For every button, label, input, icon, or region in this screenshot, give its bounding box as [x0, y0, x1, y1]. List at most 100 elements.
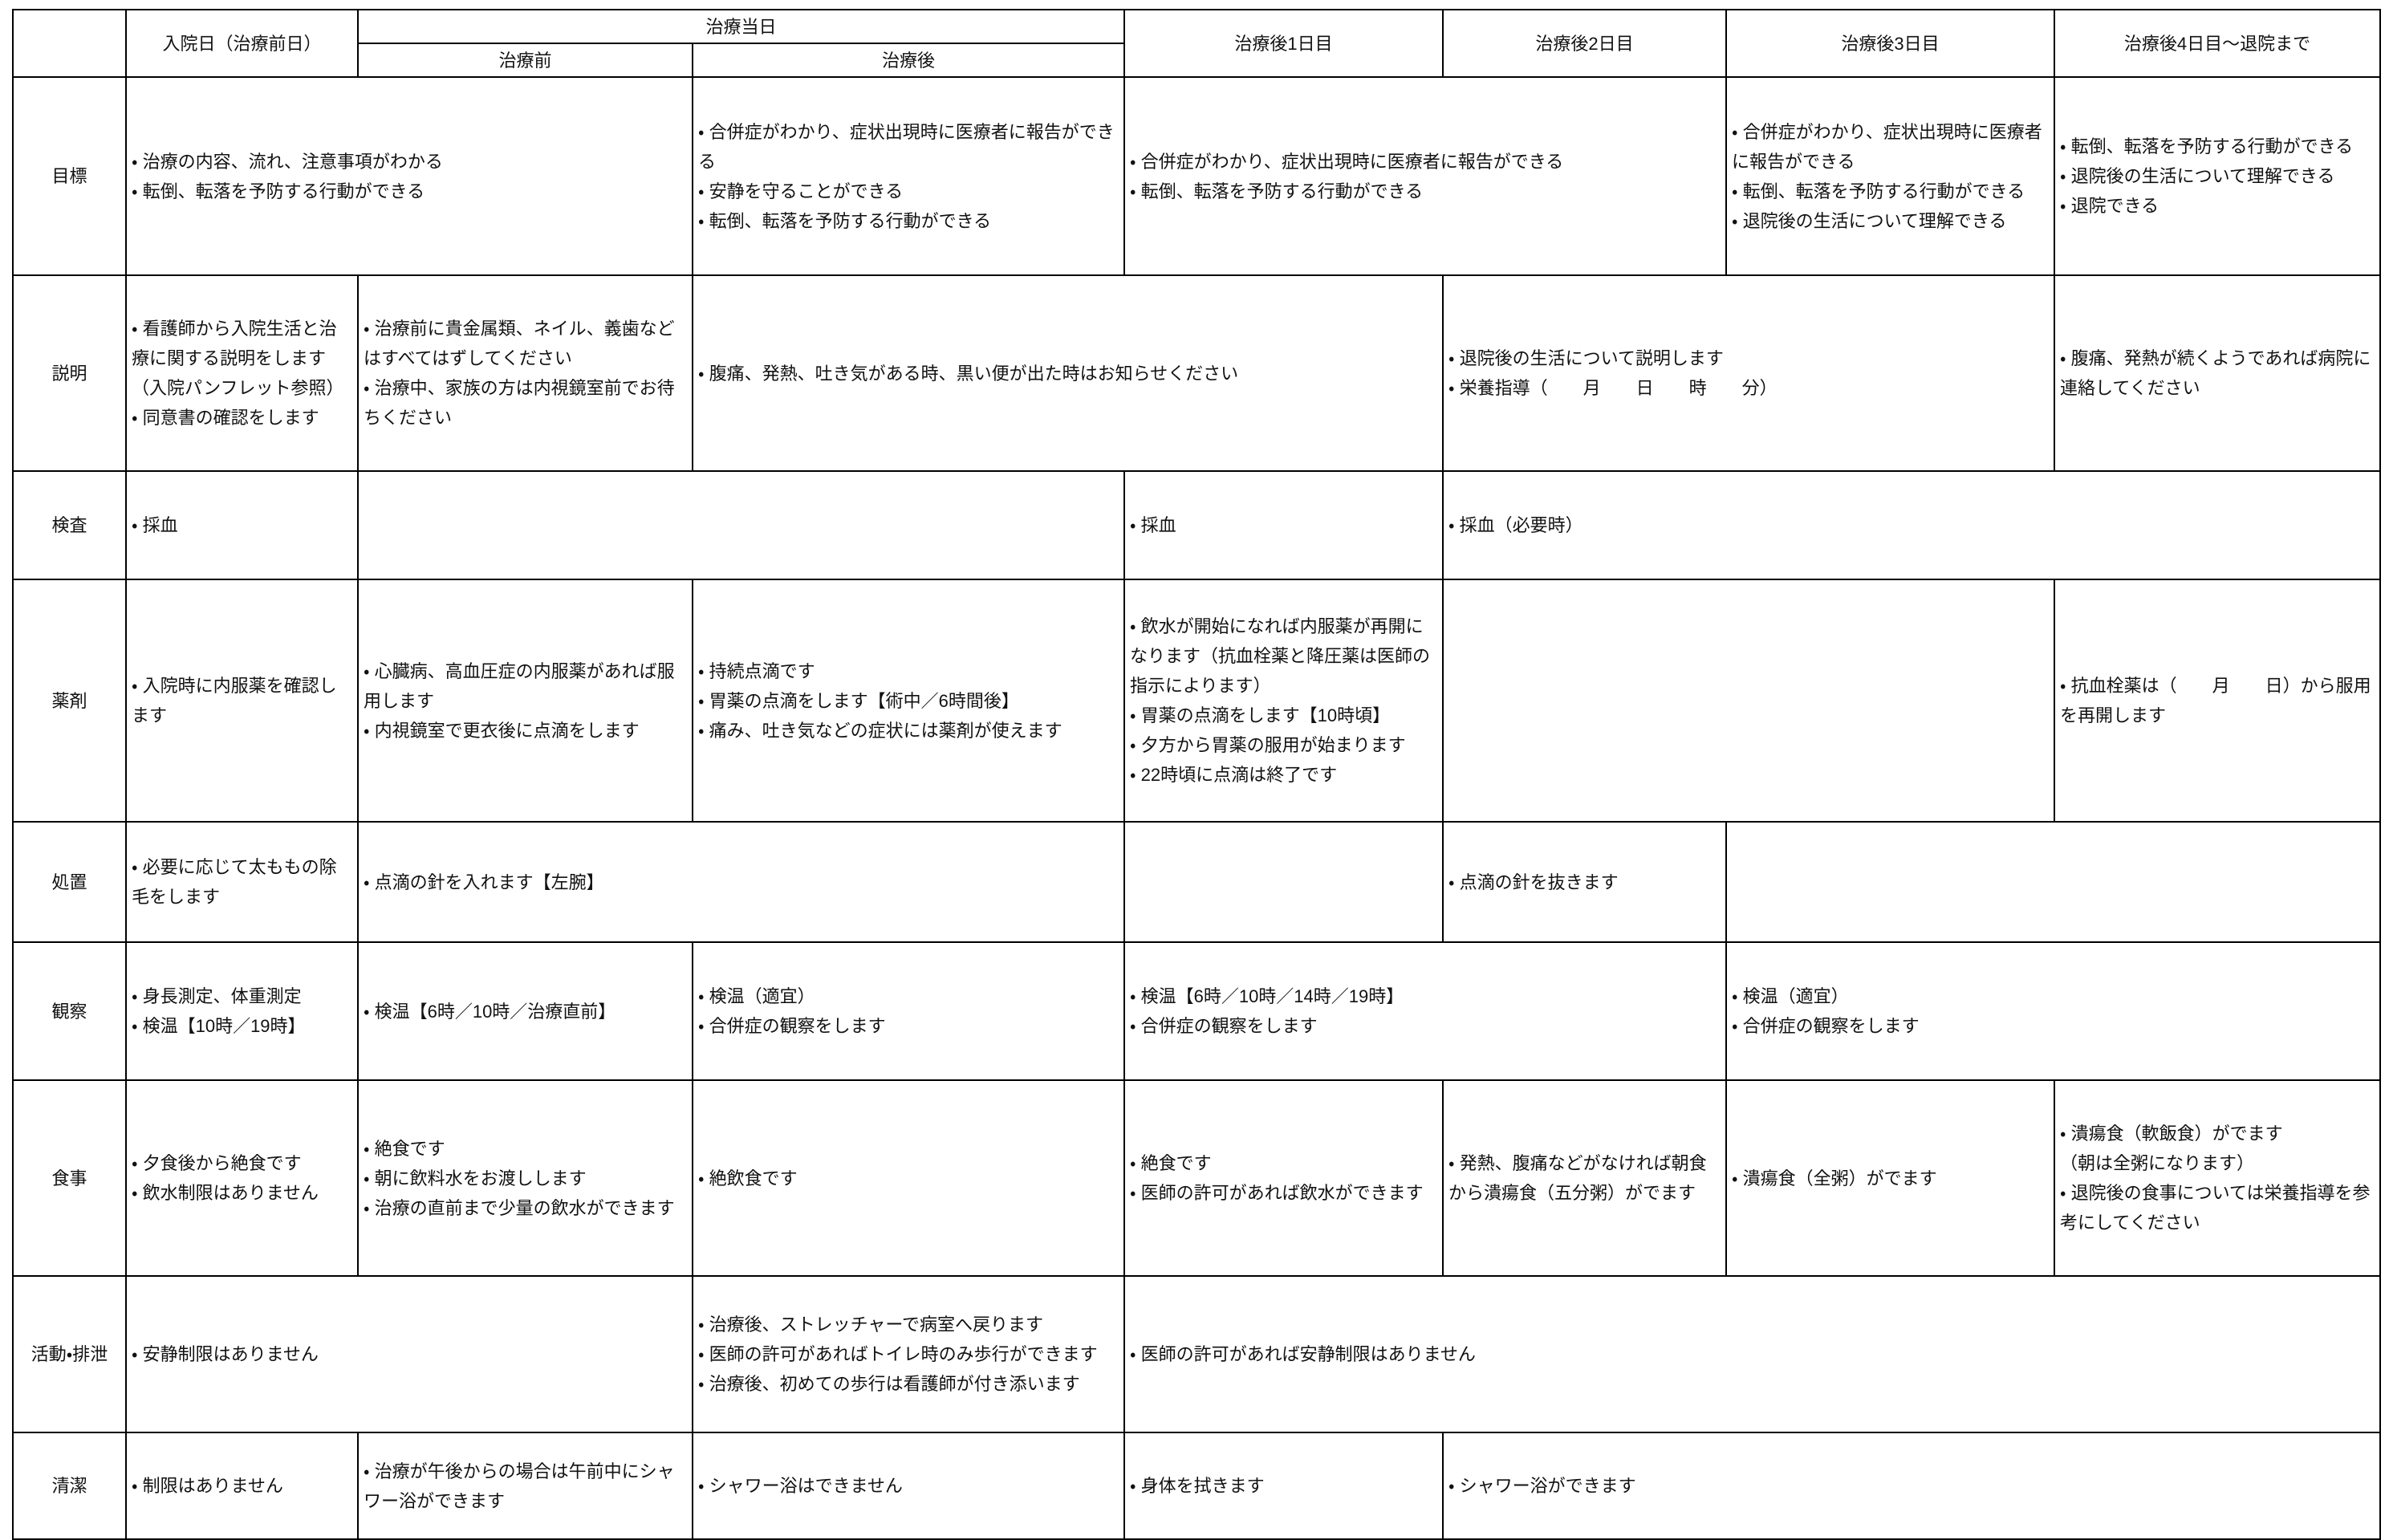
column-header: 入院日（治療前日）	[162, 33, 322, 54]
header-cell: 治療後1日目	[1125, 10, 1444, 78]
cell-item: ・ 飲水が開始になれば内服薬が再開になります（抗血栓薬と降圧薬は医師の指示により…	[1130, 616, 1431, 696]
content-cell: ・ 身長測定、体重測定・ 検温【10時／19時】	[127, 943, 359, 1081]
cell-item: ・ 合併症の観察をします	[698, 1016, 886, 1036]
cell-item: ・ 飲水制限はありません	[132, 1183, 319, 1203]
cell-item: ・ 栄養指導（ 月 日 時 分）	[1448, 378, 1778, 398]
content-cell: ・ 潰瘍食（軟飯食）がでます （朝は全粥になります） ・ 退院後の食事については栄養…	[2055, 1081, 2381, 1277]
cell-item: ・ 夕食後から絶食です	[132, 1153, 302, 1173]
cell-item: ・ 治療の内容、流れ、注意事項がわかる	[132, 151, 443, 172]
cell-item: ・ 内視鏡室で更衣後に点滴をします	[364, 720, 640, 741]
cell-item: （入院パンフレット参照）	[132, 378, 344, 398]
column-header: 治療当日	[705, 16, 777, 37]
cell-item: ・ 胃薬の点滴をします【10時頃】	[1130, 705, 1391, 725]
content-cell: ・ 医師の許可があれば安静制限はありません	[1125, 1277, 2381, 1433]
cell-item: ・ 絶食です	[364, 1138, 445, 1159]
corner-cell	[14, 10, 127, 78]
cell-item: ・ 胃薬の点滴をします【術中／6時間後】	[698, 690, 1019, 711]
cell-item: ・ 潰瘍食（全粥）がでます	[1732, 1168, 1937, 1189]
header-cell: 治療前	[359, 44, 693, 78]
content-cell: ・ シャワー浴はできません	[693, 1433, 1125, 1540]
column-header: 治療後4日目〜退院まで	[2123, 33, 2311, 54]
cell-item: ・ 点滴の針を入れます【左腕】	[364, 872, 604, 892]
cell-item: ・ 医師の許可があればトイレ時のみ歩行ができます	[698, 1344, 1098, 1364]
content-cell: ・ 検温（適宜） ・ 合併症の観察をします	[1727, 943, 2381, 1081]
row-label: 観察	[51, 1001, 87, 1022]
content-cell: ・ 治療が午後からの場合は午前中にシャワー浴ができます	[359, 1433, 693, 1540]
pathway-table: 入院日（治療前日） 治療当日 治療前 治療後 治療後1日目 治療後2日目 治療後3日目 治療後…	[12, 9, 2381, 1540]
content-cell: ・ 発熱、腹痛などがなければ朝食から潰瘍食（五分粥）がでます	[1444, 1081, 1727, 1277]
content-cell: ・ 必要に応じて太ももの除毛をします	[127, 823, 359, 943]
content-cell: ・ 退院後の生活について説明します・ 栄養指導（ 月 日 時 分）	[1444, 276, 2055, 472]
cell-item: ・ 転倒、転落を予防する行動ができる	[698, 210, 992, 231]
cell-item: ・ 心臓病、高血圧症の内服薬があれば服用します	[364, 660, 675, 711]
content-cell: ・ 身体を拭きます	[1125, 1433, 1444, 1540]
cell-item: ・ 夕方から胃薬の服用が始まります	[1130, 735, 1406, 755]
cell-item: ・ 医師の許可があれば安静制限はありません	[1130, 1344, 1476, 1364]
content-cell: ・ 検温【6時／10時／治療直前】	[359, 943, 693, 1081]
cell-item: ・ 合併症がわかり、症状出現時に医療者に報告ができる	[1732, 121, 2042, 172]
content-cell: ・ 潰瘍食（全粥）がでます	[1727, 1081, 2055, 1277]
content-cell: ・ 入院時に内服薬を確認します	[127, 580, 359, 823]
cell-item: ・ 合併症がわかり、症状出現時に医療者に報告ができる	[1130, 151, 1564, 172]
content-cell: ・ 絶飲食です	[693, 1081, 1125, 1277]
content-cell: ・ 治療後、ストレッチャーで病室へ戻ります・ 医師の許可があればトイレ時のみ歩行…	[693, 1277, 1125, 1433]
content-cell: ・ 点滴の針を入れます【左腕】	[359, 823, 1125, 943]
cell-item: ・ 転倒、転落を予防する行動ができる	[132, 181, 425, 201]
content-cell: ・ 抗血栓薬は（ 月 日）から服用を再開します	[2055, 580, 2381, 823]
content-cell: ・ 看護師から入院生活と治療に関する説明をします （入院パンフレット参照） ・ 同意…	[127, 276, 359, 472]
content-cell: ・ 夕食後から絶食です・ 飲水制限はありません	[127, 1081, 359, 1277]
cell-item: ・ 治療中、家族の方は内視鏡室前でお待ちください	[364, 378, 675, 428]
column-header: 治療後3日目	[1841, 33, 1940, 54]
row-label: 活動・排泄	[30, 1344, 108, 1364]
content-cell: ・ 心臓病、高血圧症の内服薬があれば服用します・ 内視鏡室で更衣後に点滴をします	[359, 580, 693, 823]
content-cell: ・ 腹痛、発熱が続くようであれば病院に連絡してください	[2055, 276, 2381, 472]
row-label-cell: 薬剤	[14, 580, 127, 823]
content-cell: ・ 検温（適宜） ・ 合併症の観察をします	[693, 943, 1125, 1081]
cell-item: ・ 検温（適宜）	[1732, 986, 1849, 1006]
cell-item: ・ 採血	[1130, 515, 1176, 535]
content-cell: ・ 合併症がわかり、症状出現時に医療者に報告ができる・ 転倒、転落を予防する行動…	[1727, 78, 2055, 276]
cell-item: ・ 退院後の生活について説明します	[1448, 348, 1724, 368]
cell-item: ・ 合併症の観察をします	[1732, 1016, 1920, 1036]
cell-item: ・ 治療が午後からの場合は午前中にシャワー浴ができます	[364, 1461, 675, 1511]
cell-item: ・ 採血	[132, 515, 178, 535]
cell-item: ・ 退院できる	[2060, 196, 2159, 216]
content-cell: ・ 合併症がわかり、症状出現時に医療者に報告ができる・ 安静を守ることができる・…	[693, 78, 1125, 276]
empty-cell	[359, 472, 1125, 580]
empty-cell	[1727, 823, 2381, 943]
cell-item: ・ 検温【6時／10時／14時／19時】	[1130, 986, 1404, 1006]
cell-item: ・ 身体を拭きます	[1130, 1476, 1265, 1496]
cell-item: ・ 検温【6時／10時／治療直前】	[364, 1001, 616, 1022]
content-cell: ・ 持続点滴です・ 胃薬の点滴をします【術中／6時間後】・ 痛み、吐き気などの症…	[693, 580, 1125, 823]
cell-item: ・ 採血（必要時）	[1448, 515, 1583, 535]
content-cell: ・ 点滴の針を抜きます	[1444, 823, 1727, 943]
row-label: 説明	[51, 363, 87, 384]
cell-item: ・ 腹痛、発熱が続くようであれば病院に連絡してください	[2060, 348, 2371, 398]
content-cell: ・ 転倒、転落を予防する行動ができる・ 退院後の生活について理解できる・ 退院で…	[2055, 78, 2381, 276]
row-label-cell: 清潔	[14, 1433, 127, 1540]
row-label: 検査	[51, 515, 87, 535]
cell-item: ・ 22時頃に点滴は終了です	[1130, 765, 1338, 785]
cell-item: ・ 治療前に貴金属類、ネイル、義歯などはすべてはずしてください	[364, 319, 675, 368]
header-cell: 入院日（治療前日）	[127, 10, 359, 78]
cell-item: ・ 安静制限はありません	[132, 1344, 319, 1364]
content-cell: ・ 制限はありません	[127, 1433, 359, 1540]
content-cell: ・ 採血	[127, 472, 359, 580]
content-cell: ・ 腹痛、発熱、吐き気がある時、黒い便が出た時はお知らせください	[693, 276, 1444, 472]
content-cell: ・ 治療の内容、流れ、注意事項がわかる・ 転倒、転落を予防する行動ができる	[127, 78, 693, 276]
header-cell: 治療後	[693, 44, 1125, 78]
cell-item: ・ 発熱、腹痛などがなければ朝食から潰瘍食（五分粥）がでます	[1448, 1153, 1707, 1203]
header-cell: 治療当日	[359, 10, 1125, 44]
cell-item: ・ シャワー浴ができます	[1448, 1476, 1636, 1496]
header-cell: 治療後2日目	[1444, 10, 1727, 78]
content-cell: ・ 絶食です・ 朝に飲料水をお渡しします・ 治療の直前まで少量の飲水ができます	[359, 1081, 693, 1277]
cell-item: ・ 必要に応じて太ももの除毛をします	[132, 857, 337, 907]
cell-item: ・ シャワー浴はできません	[698, 1476, 903, 1496]
cell-item: ・ 治療後、初めての歩行は看護師が付き添います	[698, 1374, 1080, 1394]
cell-item: ・ 入院時に内服薬を確認します	[132, 676, 337, 725]
cell-item: ・ 痛み、吐き気などの症状には薬剤が使えます	[698, 720, 1062, 741]
cell-item: ・ 転倒、転落を予防する行動ができる	[2060, 136, 2354, 156]
cell-item: ・ 制限はありません	[132, 1476, 283, 1496]
empty-cell	[1444, 580, 2055, 823]
